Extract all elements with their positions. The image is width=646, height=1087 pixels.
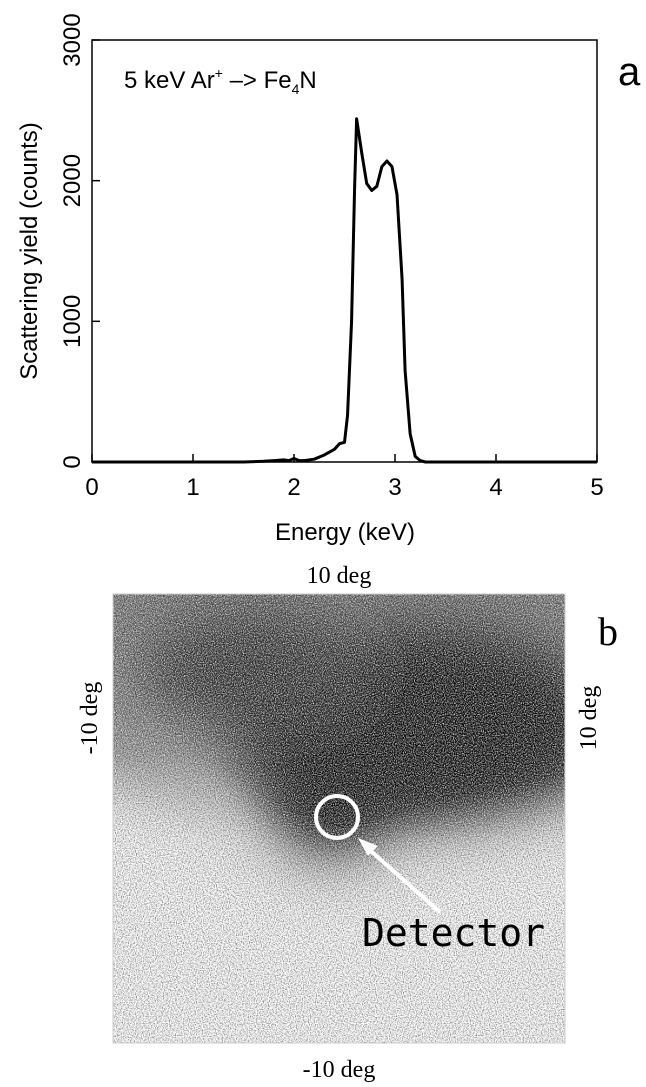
- x-tick-label: 1: [186, 474, 199, 501]
- data-line: [92, 117, 597, 464]
- arrow-head: [358, 838, 378, 856]
- panel-label: a: [618, 50, 641, 94]
- bottom-label: -10 deg: [303, 1057, 376, 1083]
- plot-frame: [91, 39, 598, 463]
- axes: 0 1 2 3 4 5 0 1000 2000 3000: [59, 13, 604, 501]
- image-noise: [113, 594, 565, 1043]
- left-label: -10 deg: [77, 682, 103, 755]
- x-tick-label: 4: [489, 474, 502, 501]
- x-axis-label: Energy (keV): [275, 519, 415, 546]
- x-tick-label: 0: [85, 474, 98, 501]
- y-axis-label: Scattering yield (counts): [16, 122, 43, 379]
- detector-arrow: [362, 843, 442, 914]
- panel-label: b: [598, 609, 618, 654]
- right-label: 10 deg: [576, 686, 602, 751]
- y-tick-label: 1000: [59, 295, 86, 348]
- x-tick-label: 2: [287, 474, 300, 501]
- x-tick-label: 5: [590, 474, 603, 501]
- annotation-text: 5 keV Ar: [124, 67, 215, 94]
- detector-circle: [314, 794, 360, 840]
- annotation-text: –> Fe: [223, 67, 292, 94]
- y-tick-label: 0: [59, 455, 86, 468]
- scattering-image: [113, 594, 565, 1043]
- annotation-text: N: [299, 67, 316, 94]
- y-tick-label: 3000: [59, 13, 86, 66]
- detector-label: Detector: [362, 911, 545, 955]
- annotation: 5 keV Ar+ –> Fe4N: [124, 65, 317, 97]
- top-label: 10 deg: [307, 563, 372, 589]
- annotation-sup: +: [215, 65, 223, 81]
- y-tick-label: 2000: [59, 154, 86, 207]
- image-frame: [112, 593, 566, 1044]
- x-tick-label: 3: [388, 474, 401, 501]
- annotation-sub: 4: [292, 81, 300, 97]
